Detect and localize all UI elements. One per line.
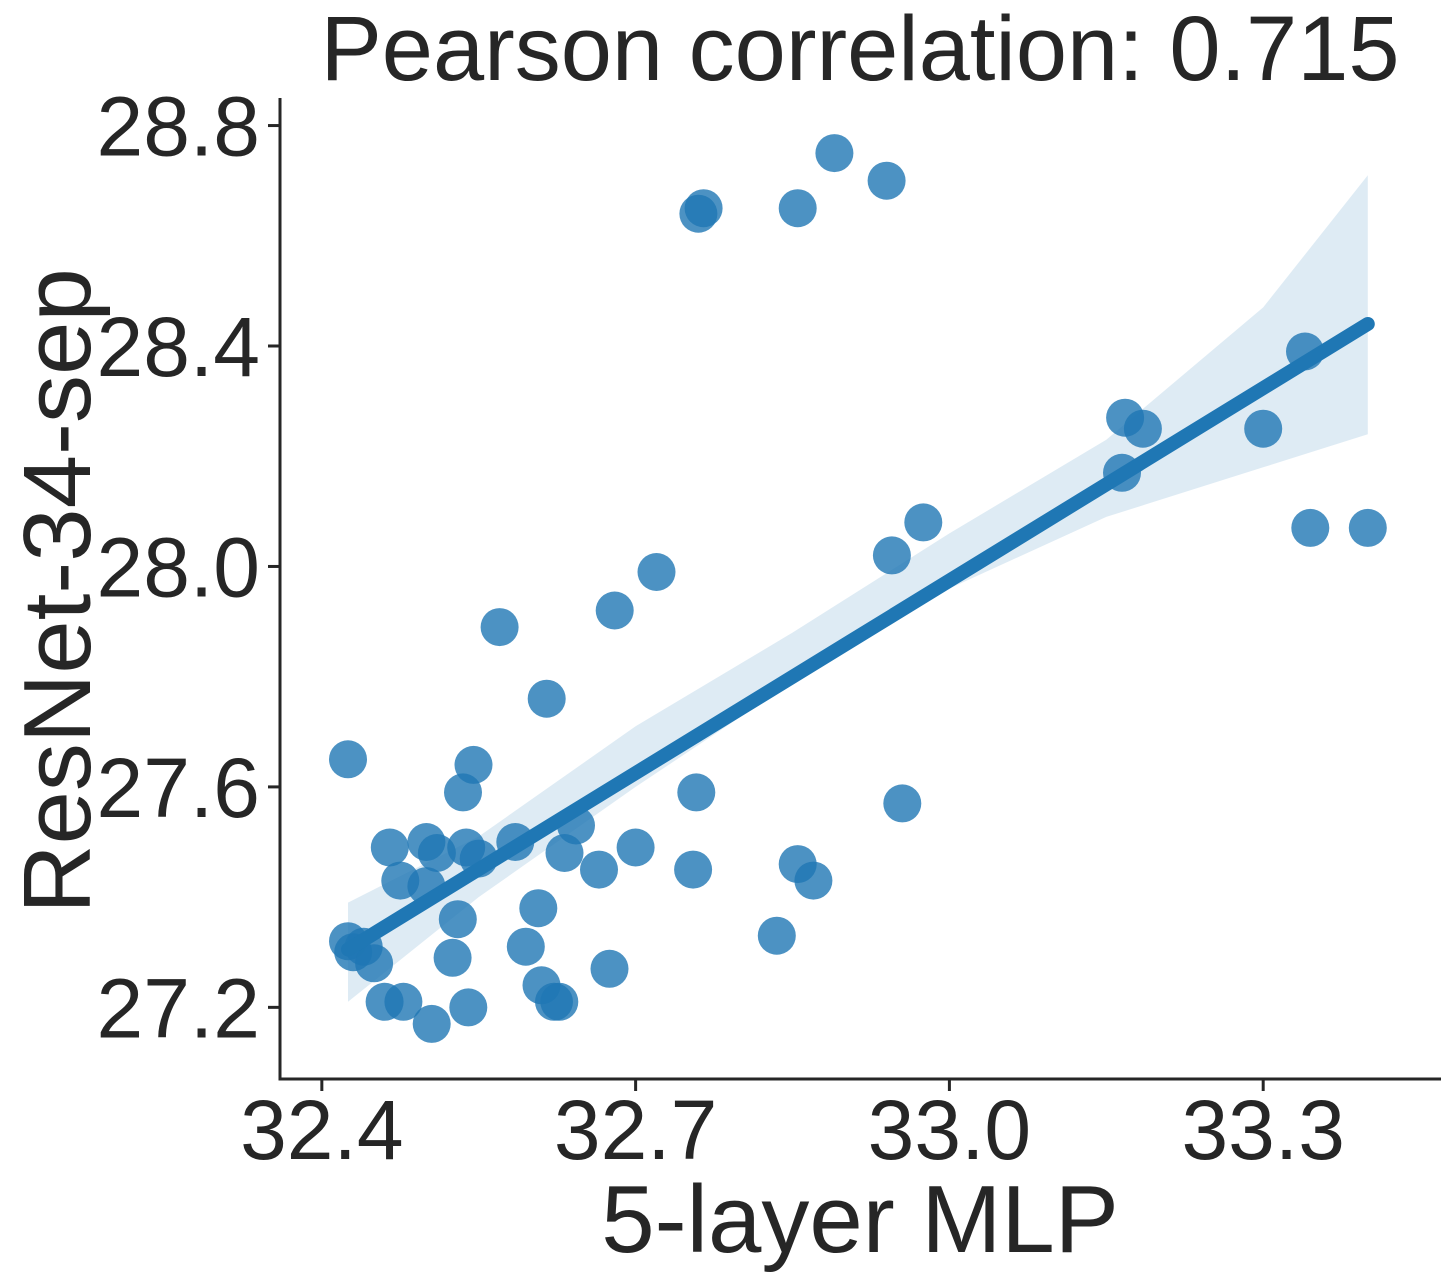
data-point <box>867 161 906 200</box>
confidence-band <box>348 175 1368 1002</box>
data-point <box>677 773 716 812</box>
data-point <box>384 982 423 1021</box>
data-point <box>872 536 911 575</box>
data-point <box>616 828 655 867</box>
data-point <box>595 591 634 630</box>
data-point <box>778 189 817 228</box>
points-layer <box>329 134 1387 1043</box>
data-point <box>370 828 409 867</box>
data-point <box>438 900 477 939</box>
y-tick-label: 28.0 <box>97 520 261 614</box>
data-point <box>580 850 618 889</box>
data-point <box>794 861 833 900</box>
y-tick-label: 27.6 <box>97 741 261 835</box>
data-point <box>506 927 545 966</box>
data-point <box>1244 409 1283 448</box>
data-point <box>590 949 629 988</box>
data-point <box>815 134 854 173</box>
data-point <box>1123 409 1162 448</box>
x-tick-label: 33.0 <box>868 1083 1032 1177</box>
data-point <box>674 850 713 889</box>
confidence-band-layer <box>348 175 1368 1002</box>
data-point <box>480 608 519 647</box>
regression-layer <box>340 316 1375 957</box>
data-point <box>527 679 566 718</box>
data-point <box>329 740 367 779</box>
data-point <box>637 553 676 591</box>
y-tick-label: 28.4 <box>97 300 261 394</box>
data-point <box>1348 508 1387 547</box>
data-point <box>355 944 394 983</box>
data-point <box>417 834 456 872</box>
x-tick-label: 32.7 <box>554 1083 718 1177</box>
data-point <box>904 503 943 542</box>
data-point <box>433 938 472 977</box>
x-tick-label: 33.3 <box>1181 1083 1345 1177</box>
data-point <box>519 889 558 928</box>
chart-title: Pearson correlation: 0.715 <box>320 0 1399 100</box>
data-point <box>684 189 723 228</box>
data-point <box>757 916 796 955</box>
x-tick-label: 32.4 <box>240 1083 404 1177</box>
y-tick-label: 28.8 <box>97 80 261 174</box>
y-tick-label: 27.2 <box>97 961 261 1055</box>
data-point <box>1291 508 1330 547</box>
axes-layer: 32.4 32.7 33.0 33.3 27.2 27.6 28.0 28.4 28.8 <box>97 80 1441 1177</box>
data-point <box>454 745 493 784</box>
data-point <box>449 988 488 1027</box>
data-point <box>883 784 922 823</box>
regression-line <box>340 316 1375 957</box>
y-axis-title: ResNet-34-sep <box>4 268 111 914</box>
data-point <box>540 982 579 1021</box>
x-axis-title: 5-layer MLP <box>601 1166 1119 1273</box>
data-point <box>412 1004 451 1043</box>
